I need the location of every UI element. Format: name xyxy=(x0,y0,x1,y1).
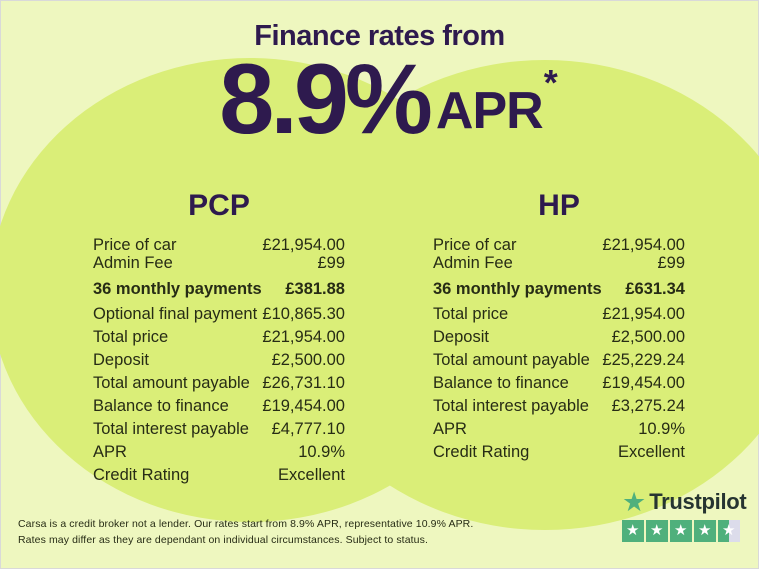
finance-row: Total price £21,954.00 xyxy=(433,305,685,323)
finance-row: Total amount payable £25,229.24 xyxy=(433,351,685,369)
row-value: 10.9% xyxy=(638,420,685,438)
row-label: Admin Fee xyxy=(93,254,173,272)
finance-row: Admin Fee £99 xyxy=(93,254,345,272)
row-value: Excellent xyxy=(278,466,345,484)
trustpilot-wordmark: Trustpilot xyxy=(649,489,747,514)
finance-row: Total interest payable £3,275.24 xyxy=(433,397,685,415)
row-value: £3,275.24 xyxy=(611,397,685,415)
row-label: Total price xyxy=(93,328,169,346)
row-value: £4,777.10 xyxy=(271,420,345,438)
trustpilot-logo: ★ Trustpilot xyxy=(622,486,747,517)
finance-row: Admin Fee £99 xyxy=(433,254,685,272)
row-label: Admin Fee xyxy=(433,254,513,272)
background-blob-right xyxy=(280,60,759,530)
trustpilot-rating-star-icon: ★ xyxy=(718,520,740,542)
row-label: Balance to finance xyxy=(433,374,569,392)
trustpilot-star-icon: ★ xyxy=(622,486,647,517)
finance-row: Price of car £21,954.00 xyxy=(433,236,685,254)
finance-row: Balance to finance £19,454.00 xyxy=(93,397,345,415)
row-value: £2,500.00 xyxy=(271,351,345,369)
finance-row: Total interest payable £4,777.10 xyxy=(93,420,345,438)
row-label: Deposit xyxy=(93,351,149,369)
finance-row: Credit Rating Excellent xyxy=(93,466,345,484)
finance-row: 36 monthly payments £631.34 xyxy=(433,280,685,298)
finance-row: Deposit £2,500.00 xyxy=(93,351,345,369)
row-label: Optional final payment xyxy=(93,305,258,323)
row-label: Total amount payable xyxy=(93,374,250,392)
pcp-column: PCP Price of car £21,954.00 Admin Fee £99 36… xyxy=(93,190,345,489)
row-value: Excellent xyxy=(618,443,685,461)
row-label: APR xyxy=(433,420,467,438)
disclaimer-text: Carsa is a credit broker not a lender. O… xyxy=(18,517,473,548)
finance-row: Price of car £21,954.00 xyxy=(93,236,345,254)
row-value: £99 xyxy=(657,254,685,272)
headline-rate: 8.9% APR* xyxy=(9,49,759,148)
row-label: APR xyxy=(93,443,127,461)
row-label: Deposit xyxy=(433,328,489,346)
rate-unit: APR xyxy=(435,82,544,140)
row-value: £19,454.00 xyxy=(262,397,345,415)
row-value: £10,865.30 xyxy=(262,305,345,323)
finance-row: Deposit £2,500.00 xyxy=(433,328,685,346)
row-label: 36 monthly payments xyxy=(93,280,262,298)
trustpilot-rating-star-icon: ★ xyxy=(694,520,716,542)
pcp-column-header: PCP xyxy=(188,189,250,222)
trustpilot-rating-star-icon: ★ xyxy=(670,520,692,542)
row-value: £19,454.00 xyxy=(602,374,685,392)
finance-row: APR 10.9% xyxy=(433,420,685,438)
row-value: £26,731.10 xyxy=(262,374,345,392)
row-label: Total interest payable xyxy=(433,397,589,415)
disclaimer-line-1: Carsa is a credit broker not a lender. O… xyxy=(18,518,474,530)
row-label: Price of car xyxy=(93,236,177,254)
row-value: £21,954.00 xyxy=(262,236,345,254)
finance-row: Optional final payment £10,865.30 xyxy=(93,305,345,323)
row-value: £99 xyxy=(317,254,345,272)
finance-row: 36 monthly payments £381.88 xyxy=(93,280,345,298)
finance-row: Balance to finance £19,454.00 xyxy=(433,374,685,392)
row-label: Price of car xyxy=(433,236,517,254)
row-label: Credit Rating xyxy=(93,466,190,484)
row-value: £2,500.00 xyxy=(611,328,685,346)
finance-row: Total price £21,954.00 xyxy=(93,328,345,346)
row-label: Total price xyxy=(433,305,509,323)
trustpilot-rating-star-icon: ★ xyxy=(646,520,668,542)
row-value: £631.34 xyxy=(625,280,685,298)
row-label: Balance to finance xyxy=(93,397,229,415)
row-value: £21,954.00 xyxy=(262,328,345,346)
row-value: £21,954.00 xyxy=(602,236,685,254)
hp-column: HP Price of car £21,954.00 Admin Fee £99 36 … xyxy=(433,190,685,466)
row-label: Total amount payable xyxy=(433,351,590,369)
trustpilot-widget: ★ Trustpilot ★ ★ ★ ★ ★ xyxy=(622,486,747,542)
trustpilot-rating-star-icon: ★ xyxy=(622,520,644,542)
hp-rows: Price of car £21,954.00 Admin Fee £99 36 mon… xyxy=(433,236,685,461)
row-label: 36 monthly payments xyxy=(433,280,602,298)
row-value: £25,229.24 xyxy=(602,351,685,369)
row-label: Total interest payable xyxy=(93,420,249,438)
banner-title: Finance rates from xyxy=(254,20,505,52)
row-value: 10.9% xyxy=(298,443,345,461)
row-value: £381.88 xyxy=(285,280,345,298)
row-label: Credit Rating xyxy=(433,443,530,461)
rate-footnote-asterisk: * xyxy=(543,62,558,103)
finance-row: Credit Rating Excellent xyxy=(433,443,685,461)
hp-column-header: HP xyxy=(538,189,580,222)
finance-row: APR 10.9% xyxy=(93,443,345,461)
finance-row: Total amount payable £26,731.10 xyxy=(93,374,345,392)
rate-value: 8.9% xyxy=(219,43,433,154)
disclaimer-line-2: Rates may differ as they are dependant o… xyxy=(18,533,428,546)
trustpilot-rating: ★ ★ ★ ★ ★ xyxy=(622,520,746,542)
pcp-rows: Price of car £21,954.00 Admin Fee £99 36 mon… xyxy=(93,236,345,484)
row-value: £21,954.00 xyxy=(602,305,685,323)
